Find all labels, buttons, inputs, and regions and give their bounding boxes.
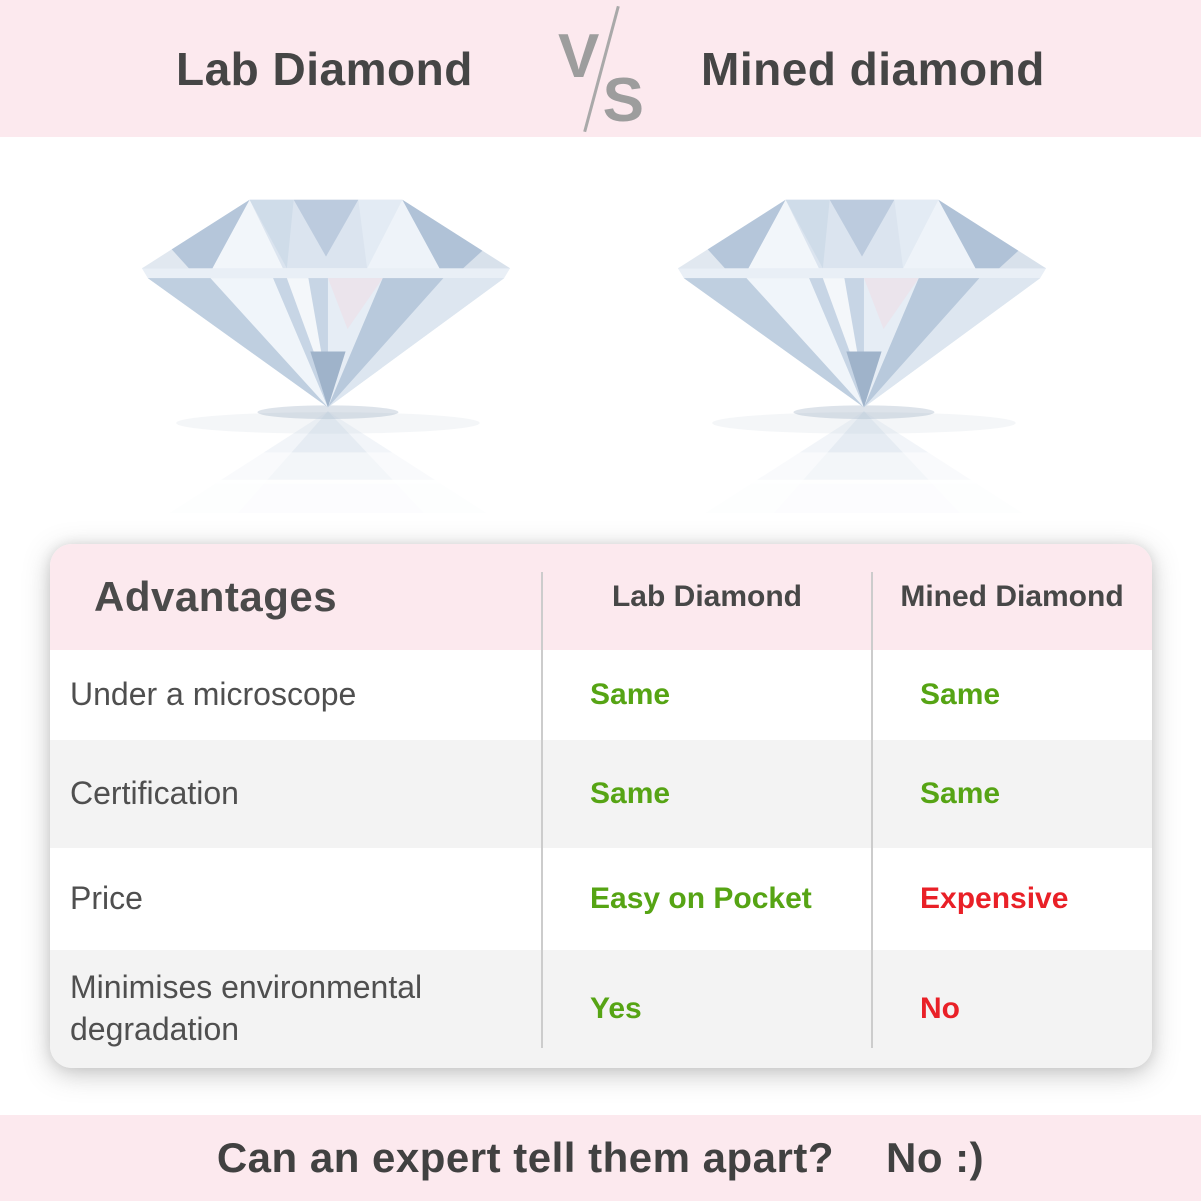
table-header-advantages: Advantages — [50, 544, 542, 650]
row-value-price-lab: Easy on Pocket — [590, 882, 812, 915]
footer-answer: No :) — [886, 1134, 985, 1181]
vs-letter-v: V — [558, 22, 600, 91]
banner-title-mined: Mined diamond — [701, 42, 1045, 95]
row-label-price: Price — [70, 880, 143, 917]
row-value-certification-lab: Same — [542, 740, 872, 848]
comparison-table: Advantages Lab Diamond Mined Diamond Und… — [50, 544, 1152, 1068]
vs-letter-s: S — [602, 66, 644, 135]
row-value-environment-mined: No — [872, 950, 1152, 1068]
row-label-environment: Minimises environmental degradation — [50, 950, 542, 1068]
row-value-microscope-mined: Same — [920, 678, 1001, 711]
row-label-microscope: Under a microscope — [70, 676, 357, 713]
row-value-microscope-lab: Same — [590, 678, 671, 711]
banner-title-lab: Lab Diamond — [176, 42, 473, 95]
vs-emblem: V S — [558, 0, 646, 137]
row-label-certification: Certification — [50, 740, 542, 848]
mined-diamond-image — [676, 199, 1048, 515]
table-title: Advantages — [94, 573, 338, 620]
table-header-mined-diamond: Mined Diamond — [872, 544, 1152, 650]
row-value-certification-mined: Same — [872, 740, 1152, 848]
top-banner: Lab Diamond V S Mined diamond — [0, 0, 1201, 137]
table-header-lab-diamond: Lab Diamond — [542, 544, 872, 650]
footer-question: Can an expert tell them apart? — [216, 1134, 834, 1181]
bottom-banner: Can an expert tell them apart? No :) — [0, 1115, 1201, 1201]
lab-diamond-image — [140, 199, 512, 515]
row-value-environment-lab: Yes — [542, 950, 872, 1068]
row-value-price-mined: Expensive — [920, 882, 1069, 915]
